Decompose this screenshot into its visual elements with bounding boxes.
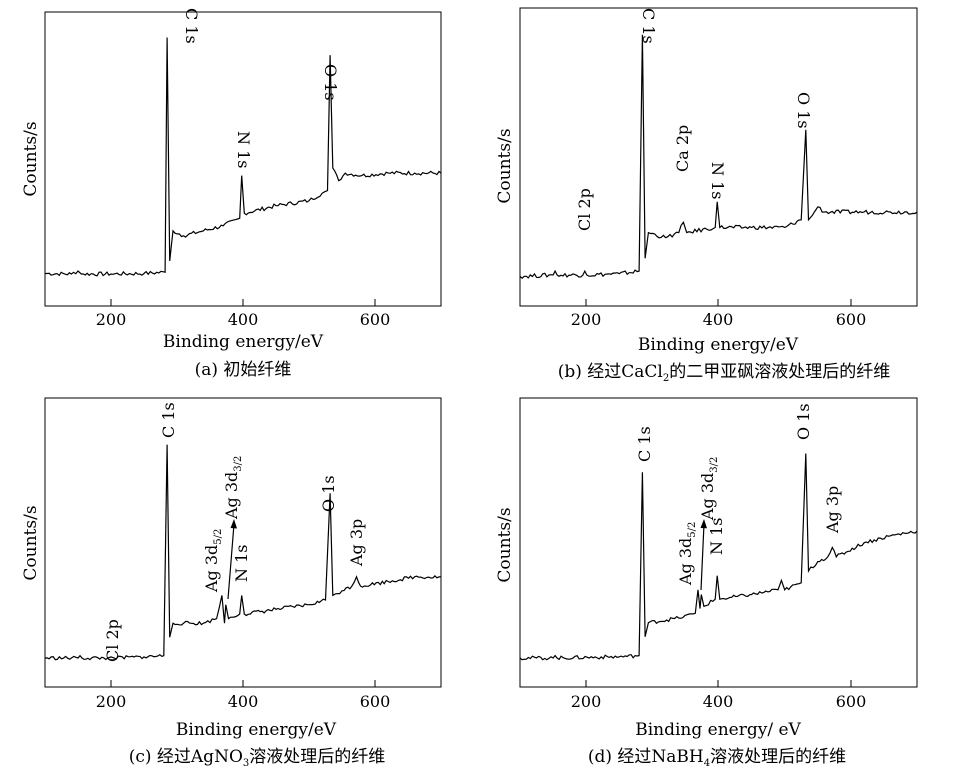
peak-label-ag3d32-c-sub: 3/2: [233, 456, 244, 472]
arrow-ag3d32-d-head: [700, 519, 707, 529]
spectrum-line-a: [45, 37, 442, 277]
x-tick-label-b-2: 600: [836, 310, 867, 329]
peak-label-ca2p-b: Ca 2p: [673, 125, 692, 172]
peak-label-ag3d52-c-sub: 5/2: [213, 529, 224, 545]
spectrum-line-b: [519, 34, 918, 280]
y-axis-title-b: Counts/s: [495, 128, 515, 203]
x-axis-title-b: Binding energy/eV: [638, 335, 799, 355]
caption-d-subscript: 4: [704, 758, 710, 769]
peak-labels-d: C 1s Ag 3d5/2 Ag 3d3/2 N 1s O 1s Ag 3p: [635, 403, 842, 586]
peak-label-cl2p-b: Cl 2p: [575, 188, 594, 231]
panel-c: 200 400 600 Binding energy/eV Counts/s C…: [21, 397, 442, 769]
peak-label-o1s-b: O 1s: [794, 92, 813, 129]
x-tick-label-b-0: 200: [571, 310, 602, 329]
peak-label-c1s-c: C 1s: [159, 402, 178, 438]
peak-label-ag3p-c: Ag 3p: [347, 519, 366, 567]
x-ticks-c: 200 400 600: [96, 680, 391, 711]
peak-label-n1s-d: N 1s: [707, 518, 726, 555]
peak-label-ag3d32-d-main: Ag 3d: [698, 473, 717, 521]
peak-label-ag3d32-c-main: Ag 3d: [222, 472, 241, 520]
peak-label-ag3d52-d-main: Ag 3d: [676, 538, 695, 586]
x-tick-label-b-1: 400: [703, 310, 734, 329]
x-axis-title-a: Binding energy/eV: [163, 332, 324, 352]
x-ticks-a: 200 400 600: [96, 299, 391, 329]
peak-label-ag3d52-d: Ag 3d5/2: [676, 522, 698, 586]
x-ticks-d: 200 400 600: [571, 680, 867, 711]
peak-label-n1s-c: N 1s: [232, 545, 251, 582]
peak-label-ag3d32-c: Ag 3d3/2: [222, 456, 244, 520]
arrow-ag3d32-d: [700, 519, 707, 591]
peak-label-ag3d32-d-sub: 3/2: [709, 457, 720, 473]
arrow-ag3d32-c-shaft: [227, 523, 235, 600]
peak-label-ag3p-d: Ag 3p: [823, 486, 842, 534]
peak-labels-c: Cl 2p C 1s Ag 3d5/2 Ag 3d3/2 N 1s O 1s A…: [103, 402, 366, 662]
spectrum-line-d: [519, 453, 918, 661]
x-tick-label-d-2: 600: [836, 692, 867, 711]
arrow-ag3d32-c-head: [230, 519, 237, 529]
peak-label-n1s-b: N 1s: [708, 162, 727, 199]
y-axis-title-d: Counts/s: [495, 507, 515, 582]
x-tick-label-c-1: 400: [228, 692, 259, 711]
x-tick-label-a-0: 200: [96, 310, 127, 329]
x-tick-label-c-2: 600: [360, 692, 391, 711]
y-axis-title-a: Counts/s: [21, 121, 41, 196]
peak-label-n1s-a: N 1s: [234, 131, 253, 168]
caption-b: (b) 经过CaCl2的二甲亚砜溶液处理后的纤维: [558, 362, 891, 384]
peak-label-ag3d52-c-main: Ag 3d: [202, 545, 221, 593]
peak-label-ag3d52-c: Ag 3d5/2: [202, 529, 224, 593]
peak-label-ag3d32-d: Ag 3d3/2: [698, 457, 720, 521]
panel-b: 200 400 600 Binding energy/eV Counts/s C…: [495, 7, 918, 384]
x-axis-title-c: Binding energy/eV: [176, 720, 337, 740]
peak-label-c1s-b: C 1s: [639, 8, 658, 44]
arrow-ag3d32-c: [227, 519, 237, 600]
x-ticks-b: 200 400 600: [571, 299, 867, 329]
panel-a: 200 400 600 Binding energy/eV Counts/s C…: [21, 8, 442, 380]
caption-c: (c) 经过AgNO3溶液处理后的纤维: [129, 747, 386, 769]
peak-label-o1s-c: O 1s: [319, 475, 338, 512]
caption-d-suffix: 溶液处理后的纤维: [710, 747, 846, 767]
panel-d: 200 400 600 Binding energy/ eV Counts/s …: [495, 397, 918, 769]
arrow-ag3d32-d-shaft: [700, 523, 705, 591]
x-tick-label-a-2: 600: [360, 310, 391, 329]
peak-labels-a: C 1s N 1s O 1s: [182, 8, 340, 168]
peak-label-o1s-a: O 1s: [321, 64, 340, 101]
x-tick-label-d-0: 200: [571, 692, 602, 711]
plot-frame-b: [519, 7, 918, 307]
caption-c-suffix: 溶液处理后的纤维: [249, 747, 385, 767]
caption-c-subscript: 3: [243, 758, 249, 769]
peak-label-c1s-a: C 1s: [182, 8, 201, 44]
peak-labels-b: Cl 2p C 1s Ca 2p N 1s O 1s: [575, 8, 813, 231]
caption-b-prefix: (b) 经过CaCl: [558, 362, 663, 382]
caption-d: (d) 经过NaBH4溶液处理后的纤维: [588, 747, 846, 769]
caption-b-suffix: 的二甲亚砜溶液处理后的纤维: [669, 362, 890, 382]
peak-label-o1s-d: O 1s: [794, 403, 813, 440]
x-tick-label-a-1: 400: [228, 310, 259, 329]
caption-b-subscript: 2: [663, 373, 669, 384]
caption-d-prefix: (d) 经过NaBH: [588, 747, 704, 767]
caption-a: (a) 初始纤维: [195, 360, 292, 380]
x-tick-label-c-0: 200: [96, 692, 127, 711]
peak-label-cl2p-c: Cl 2p: [103, 619, 122, 662]
y-axis-title-c: Counts/s: [21, 505, 41, 580]
spectrum-line-c: [44, 444, 442, 661]
x-axis-title-d: Binding energy/ eV: [635, 720, 801, 740]
caption-c-prefix: (c) 经过AgNO: [129, 747, 243, 767]
peak-label-ag3d52-d-sub: 5/2: [687, 522, 698, 538]
x-tick-label-d-1: 400: [703, 692, 734, 711]
peak-label-c1s-d: C 1s: [635, 426, 654, 462]
